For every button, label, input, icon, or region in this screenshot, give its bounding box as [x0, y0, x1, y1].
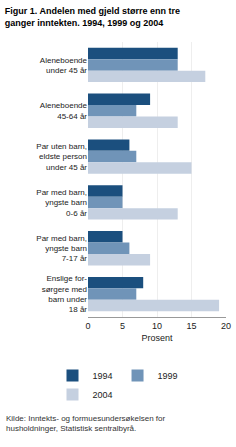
svg-text:Kilde: Inntekts- og formuesund: Kilde: Inntekts- og formuesundersøkelsen…	[6, 414, 166, 433]
svg-text:1999: 1999	[158, 371, 178, 381]
svg-text:Par med barn,yngste barn7-17 å: Par med barn,yngste barn7-17 år	[36, 234, 87, 264]
svg-text:Aleneboendeunder 45 år: Aleneboendeunder 45 år	[40, 56, 88, 75]
svg-text:5: 5	[120, 321, 125, 331]
svg-text:1994: 1994	[93, 371, 113, 381]
svg-text:0: 0	[85, 321, 90, 331]
svg-text:10: 10	[152, 321, 162, 331]
svg-text:Par uten barn,eldste personund: Par uten barn,eldste personunder 45 år	[36, 142, 87, 172]
svg-text:Prosent: Prosent	[141, 333, 173, 343]
svg-text:Aleneboende45-64 år: Aleneboende45-64 år	[40, 101, 88, 120]
svg-text:20: 20	[221, 321, 231, 331]
svg-text:Figur 1. Andelen med gjeld stø: Figur 1. Andelen med gjeld større enn tr…	[5, 6, 180, 28]
svg-text:Enslige for-sørgere medbarn un: Enslige for-sørgere medbarn under18 år	[42, 274, 88, 314]
svg-text:2004: 2004	[93, 390, 113, 400]
svg-text:15: 15	[186, 321, 196, 331]
svg-text:Par med barn,yngste barn0-6 år: Par med barn,yngste barn0-6 år	[36, 188, 87, 218]
